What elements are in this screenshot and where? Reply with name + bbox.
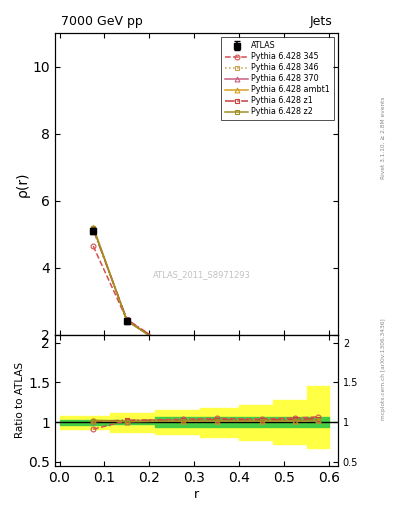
Pythia 6.428 z2: [214, 365, 219, 371]
Pythia 6.428 z1: [259, 373, 264, 379]
Pythia 6.428 346: [293, 380, 298, 386]
Pythia 6.428 370: [181, 354, 185, 360]
Line: Pythia 6.428 z1: Pythia 6.428 z1: [91, 227, 320, 389]
Pythia 6.428 ambt1: [214, 365, 219, 371]
Pythia 6.428 z1: [214, 364, 219, 370]
Pythia 6.428 346: [91, 226, 95, 232]
Pythia 6.428 z1: [293, 380, 298, 386]
Pythia 6.428 z2: [293, 380, 298, 386]
Pythia 6.428 z2: [316, 383, 320, 390]
Line: Pythia 6.428 345: Pythia 6.428 345: [91, 244, 320, 388]
Pythia 6.428 345: [91, 243, 95, 249]
Pythia 6.428 370: [214, 365, 219, 371]
Pythia 6.428 z2: [259, 373, 264, 379]
Line: Pythia 6.428 370: Pythia 6.428 370: [91, 225, 320, 389]
Text: ATLAS_2011_S8971293: ATLAS_2011_S8971293: [153, 270, 251, 279]
Pythia 6.428 z2: [181, 354, 185, 360]
Pythia 6.428 370: [125, 317, 129, 324]
Pythia 6.428 ambt1: [91, 224, 95, 230]
Line: Pythia 6.428 346: Pythia 6.428 346: [91, 227, 320, 389]
Pythia 6.428 z1: [125, 316, 129, 323]
Pythia 6.428 ambt1: [181, 354, 185, 360]
Text: Jets: Jets: [310, 15, 332, 28]
Pythia 6.428 ambt1: [125, 317, 129, 324]
Pythia 6.428 346: [316, 383, 320, 390]
Pythia 6.428 346: [259, 373, 264, 379]
Pythia 6.428 370: [316, 383, 320, 390]
Pythia 6.428 345: [293, 379, 298, 386]
Pythia 6.428 345: [181, 353, 185, 359]
Pythia 6.428 ambt1: [316, 383, 320, 390]
X-axis label: r: r: [194, 487, 199, 501]
Y-axis label: Ratio to ATLAS: Ratio to ATLAS: [15, 362, 26, 438]
Pythia 6.428 345: [214, 364, 219, 370]
Pythia 6.428 ambt1: [293, 380, 298, 386]
Pythia 6.428 z2: [91, 225, 95, 231]
Line: Pythia 6.428 ambt1: Pythia 6.428 ambt1: [91, 224, 320, 389]
Pythia 6.428 345: [259, 373, 264, 379]
Pythia 6.428 z1: [91, 226, 95, 232]
Pythia 6.428 345: [125, 316, 129, 323]
Line: Pythia 6.428 z2: Pythia 6.428 z2: [91, 225, 320, 389]
Pythia 6.428 z2: [125, 317, 129, 324]
Pythia 6.428 370: [91, 225, 95, 231]
Pythia 6.428 370: [293, 380, 298, 386]
Text: 7000 GeV pp: 7000 GeV pp: [61, 15, 142, 28]
Pythia 6.428 ambt1: [259, 373, 264, 379]
Pythia 6.428 345: [316, 382, 320, 389]
Pythia 6.428 370: [259, 373, 264, 379]
Text: mcplots.cern.ch [arXiv:1306.3436]: mcplots.cern.ch [arXiv:1306.3436]: [381, 318, 386, 419]
Pythia 6.428 z1: [181, 354, 185, 360]
Text: Rivet 3.1.10, ≥ 2.8M events: Rivet 3.1.10, ≥ 2.8M events: [381, 97, 386, 180]
Pythia 6.428 346: [214, 365, 219, 371]
Pythia 6.428 z1: [316, 383, 320, 389]
Legend: ATLAS, Pythia 6.428 345, Pythia 6.428 346, Pythia 6.428 370, Pythia 6.428 ambt1,: ATLAS, Pythia 6.428 345, Pythia 6.428 34…: [221, 37, 334, 120]
Pythia 6.428 346: [181, 354, 185, 360]
Y-axis label: ρ(r): ρ(r): [16, 172, 30, 197]
Pythia 6.428 346: [125, 316, 129, 323]
